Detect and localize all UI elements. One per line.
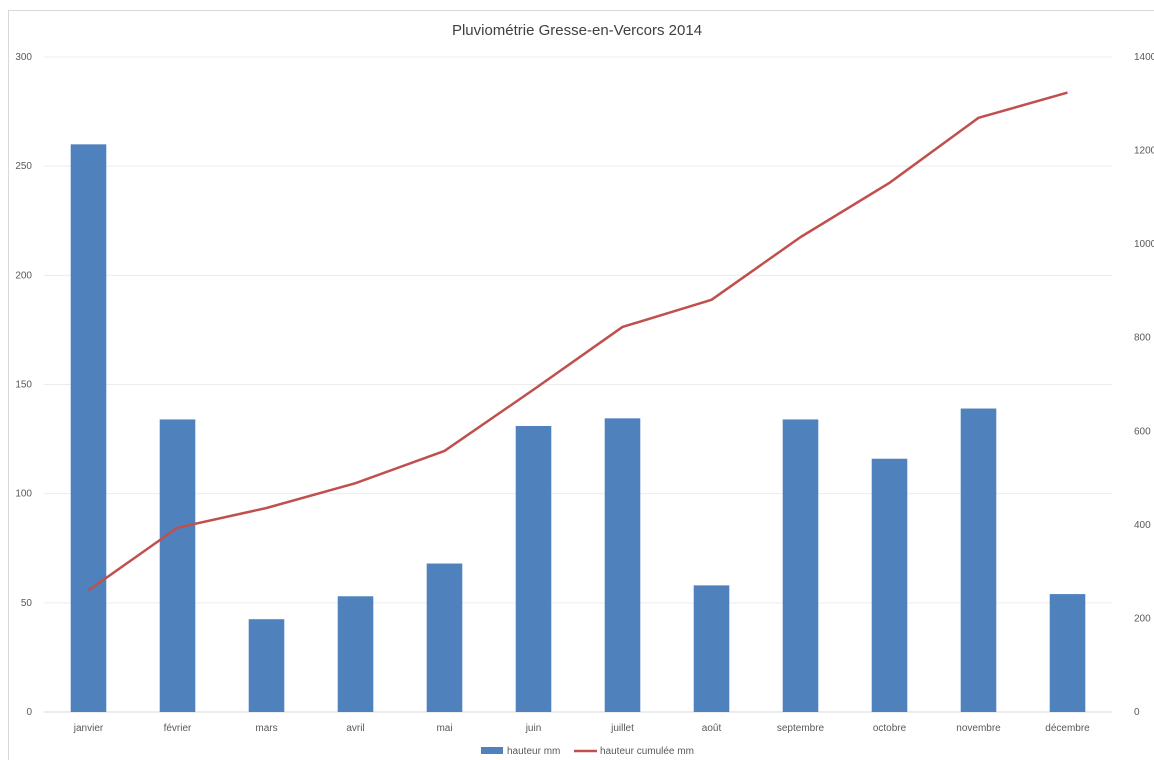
bar bbox=[159, 419, 196, 712]
left-tick-label: 300 bbox=[15, 52, 32, 63]
right-tick-label: 0 bbox=[1134, 707, 1140, 718]
x-tick-label: avril bbox=[346, 723, 364, 734]
x-tick-label: juin bbox=[525, 723, 542, 734]
legend-label-bar: hauteur mm bbox=[507, 746, 560, 757]
left-tick-label: 50 bbox=[21, 598, 33, 609]
left-tick-label: 100 bbox=[15, 489, 32, 500]
x-tick-label: décembre bbox=[1045, 723, 1090, 734]
x-tick-label: septembre bbox=[777, 723, 825, 734]
bar bbox=[693, 585, 730, 712]
line-series bbox=[87, 91, 1068, 592]
legend: hauteur mm hauteur cumulée mm bbox=[481, 746, 694, 757]
right-tick-label: 600 bbox=[1134, 426, 1151, 437]
bar bbox=[782, 419, 819, 712]
right-tick-label: 800 bbox=[1134, 333, 1151, 344]
bar-series bbox=[70, 144, 1086, 713]
x-axis-ticks: janvier février mars avril mai juin juillet aoû… bbox=[73, 723, 1090, 734]
x-tick-label: mai bbox=[436, 723, 452, 734]
bar bbox=[70, 144, 107, 713]
bar bbox=[515, 425, 552, 712]
right-tick-label: 1000 bbox=[1134, 239, 1154, 250]
right-tick-label: 1200 bbox=[1134, 146, 1154, 157]
x-tick-label: novembre bbox=[956, 723, 1001, 734]
right-axis-ticks: 0 200 400 600 800 1000 1200 1400 bbox=[1134, 52, 1154, 718]
right-tick-label: 200 bbox=[1134, 613, 1151, 624]
bar bbox=[871, 458, 908, 712]
x-tick-label: juillet bbox=[610, 723, 634, 734]
x-tick-label: janvier bbox=[73, 723, 104, 734]
bar bbox=[337, 596, 374, 712]
left-tick-label: 0 bbox=[26, 707, 32, 718]
right-tick-label: 400 bbox=[1134, 520, 1151, 531]
chart-title: Pluviométrie Gresse-en-Vercors 2014 bbox=[451, 22, 703, 39]
bar bbox=[426, 563, 463, 712]
right-tick-label: 1400 bbox=[1134, 52, 1154, 63]
x-tick-label: août bbox=[702, 723, 722, 734]
bar bbox=[248, 619, 285, 712]
legend-swatch-bar bbox=[481, 747, 503, 754]
bar bbox=[960, 408, 997, 712]
x-tick-label: février bbox=[164, 723, 192, 734]
bar bbox=[1049, 594, 1086, 712]
left-tick-label: 150 bbox=[15, 380, 32, 391]
chart-frame bbox=[8, 10, 1154, 760]
gridlines bbox=[44, 56, 1112, 713]
x-tick-label: octobre bbox=[873, 723, 907, 734]
x-tick-label: mars bbox=[255, 723, 277, 734]
bar bbox=[604, 418, 641, 712]
left-tick-label: 200 bbox=[15, 270, 32, 281]
left-axis-ticks: 0 50 100 150 200 250 300 bbox=[15, 52, 32, 718]
cumulative-line bbox=[87, 91, 1068, 592]
left-tick-label: 250 bbox=[15, 161, 32, 172]
legend-label-line: hauteur cumulée mm bbox=[600, 746, 694, 757]
